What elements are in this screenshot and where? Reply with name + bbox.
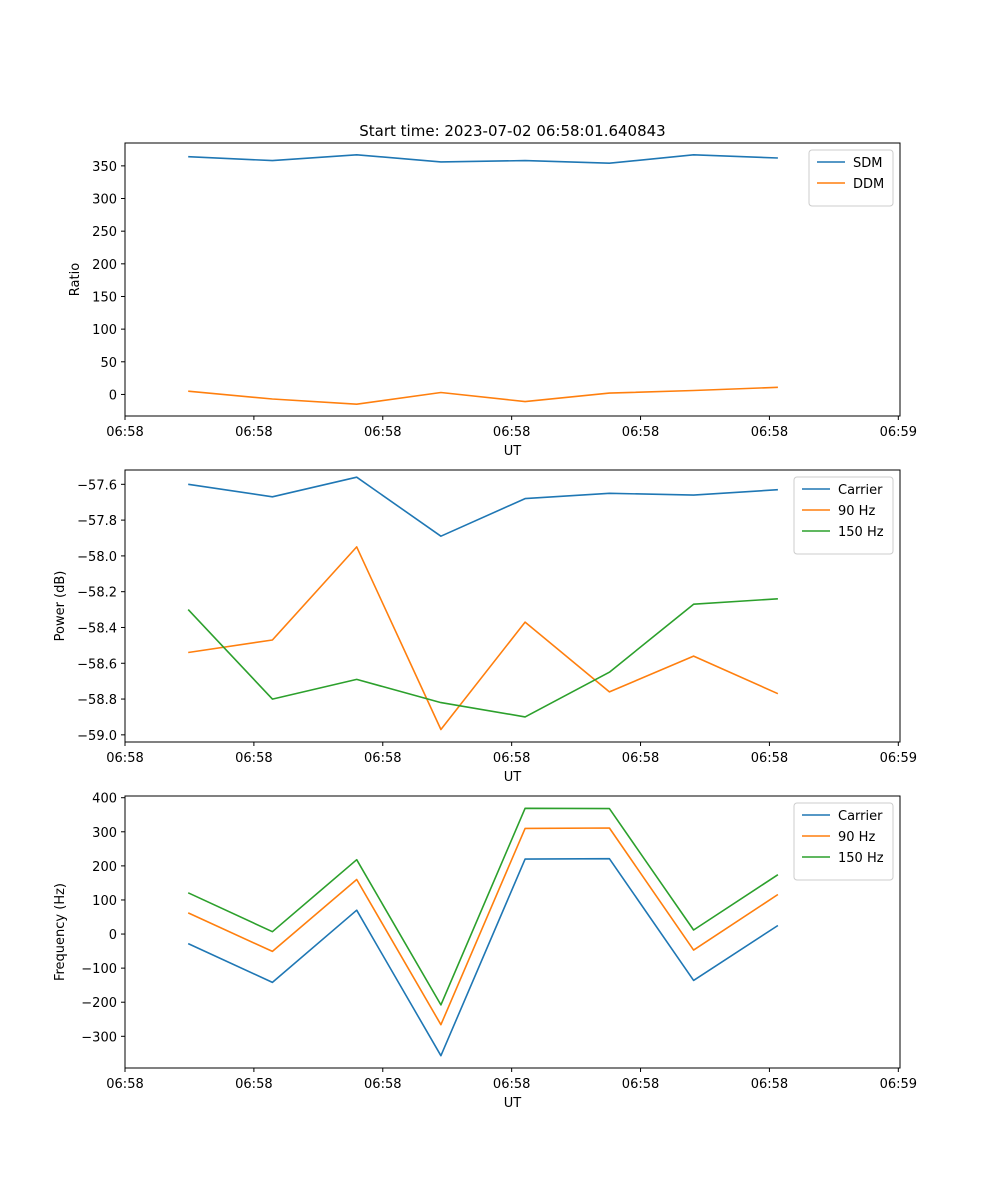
legend-label: 150 Hz — [838, 525, 884, 540]
x-tick-label: 06:58 — [493, 1077, 530, 1092]
legend-box — [793, 802, 894, 881]
y-tick-label: −200 — [81, 996, 117, 1011]
x-axis-label: UT — [504, 1096, 522, 1111]
legend-label: 90 Hz — [838, 830, 875, 845]
y-tick-label: 0 — [109, 928, 117, 943]
y-tick-label: 300 — [92, 826, 117, 841]
y-tick-label: 200 — [92, 860, 117, 875]
x-tick-label: 06:58 — [751, 751, 788, 766]
y-tick-label: 0 — [109, 388, 117, 403]
x-tick-label: 06:59 — [880, 425, 917, 440]
x-tick-label: 06:58 — [106, 1077, 143, 1092]
x-tick-label: 06:58 — [622, 425, 659, 440]
chart-frequency: 06:58 06:58 06:58 06:58 06:58 06:58 06:59 −300 −… — [53, 792, 917, 1111]
series-line-ddm — [188, 386, 778, 406]
series-line-150-hz — [187, 807, 779, 1006]
legend-label: SDM — [853, 156, 882, 171]
y-tick-label: 300 — [92, 193, 117, 208]
legend-label: 90 Hz — [838, 504, 875, 519]
chart-power: 06:58 06:58 06:58 06:58 06:58 06:58 06:59 −59.0… — [53, 469, 917, 785]
x-tick-label: 06:58 — [751, 425, 788, 440]
y-tick-label: 250 — [92, 225, 117, 240]
x-tick-label: 06:58 — [235, 425, 272, 440]
y-tick-label: −58.0 — [77, 550, 117, 565]
x-tick-label: 06:58 — [106, 425, 143, 440]
y-tick-label: 100 — [92, 894, 117, 909]
x-tick-label: 06:58 — [235, 751, 272, 766]
x-tick-label: 06:58 — [106, 751, 143, 766]
legend-label: Carrier — [838, 809, 883, 824]
x-tick-label: 06:58 — [493, 751, 530, 766]
x-tick-label: 06:58 — [751, 1077, 788, 1092]
y-tick-label: −300 — [81, 1030, 117, 1045]
x-tick-label: 06:58 — [622, 1077, 659, 1092]
x-axis-label: UT — [504, 770, 522, 785]
legend-label: DDM — [853, 177, 884, 192]
y-tick-label: 100 — [92, 323, 117, 338]
series-line-150-hz — [187, 598, 778, 718]
y-tick-label: 50 — [100, 356, 117, 371]
legend-label: 150 Hz — [838, 851, 884, 866]
y-tick-label: 200 — [92, 258, 117, 273]
x-tick-label: 06:58 — [364, 425, 401, 440]
series-line-90-hz — [187, 827, 779, 1026]
legend: Carrier 90 Hz 150 Hz — [793, 476, 894, 555]
axes-frame — [124, 469, 901, 743]
y-tick-label: −58.6 — [77, 657, 117, 672]
y-tick-label: 400 — [92, 792, 117, 807]
y-tick-label: 350 — [92, 160, 117, 175]
y-axis-label: Frequency (Hz) — [53, 883, 68, 981]
x-tick-label: 06:58 — [622, 751, 659, 766]
x-tick-label: 06:58 — [235, 1077, 272, 1092]
legend-label: Carrier — [838, 483, 883, 498]
y-tick-label: −58.4 — [77, 621, 117, 636]
series-line-sdm — [188, 154, 778, 164]
legend-box — [793, 476, 894, 555]
x-tick-label: 06:58 — [364, 1077, 401, 1092]
series-line-carrier — [187, 857, 779, 1057]
legend-box — [808, 149, 894, 207]
y-tick-label: −57.6 — [77, 478, 117, 493]
y-tick-label: −58.8 — [77, 693, 117, 708]
x-axis-label: UT — [504, 444, 522, 459]
y-tick-label: −100 — [81, 962, 117, 977]
chart-ratio: Start time: 2023-07-02 06:58:01.640843 0… — [68, 122, 917, 459]
x-tick-label: 06:59 — [880, 1077, 917, 1092]
y-tick-label: 150 — [92, 290, 117, 305]
y-tick-label: −59.0 — [77, 729, 117, 744]
y-tick-label: −57.8 — [77, 514, 117, 529]
x-tick-label: 06:58 — [364, 751, 401, 766]
series-line-90-hz — [188, 546, 779, 731]
x-tick-label: 06:59 — [880, 751, 917, 766]
legend: SDM DDM — [808, 149, 894, 207]
chart-title: Start time: 2023-07-02 06:58:01.640843 — [359, 122, 665, 140]
axes-frame — [124, 795, 901, 1069]
y-axis-label: Ratio — [68, 263, 83, 296]
y-tick-label: −58.2 — [77, 586, 117, 601]
x-tick-label: 06:58 — [493, 425, 530, 440]
series-line-carrier — [188, 476, 778, 538]
axes-frame — [124, 142, 901, 417]
y-axis-label: Power (dB) — [53, 571, 68, 642]
legend: Carrier 90 Hz 150 Hz — [793, 802, 894, 881]
